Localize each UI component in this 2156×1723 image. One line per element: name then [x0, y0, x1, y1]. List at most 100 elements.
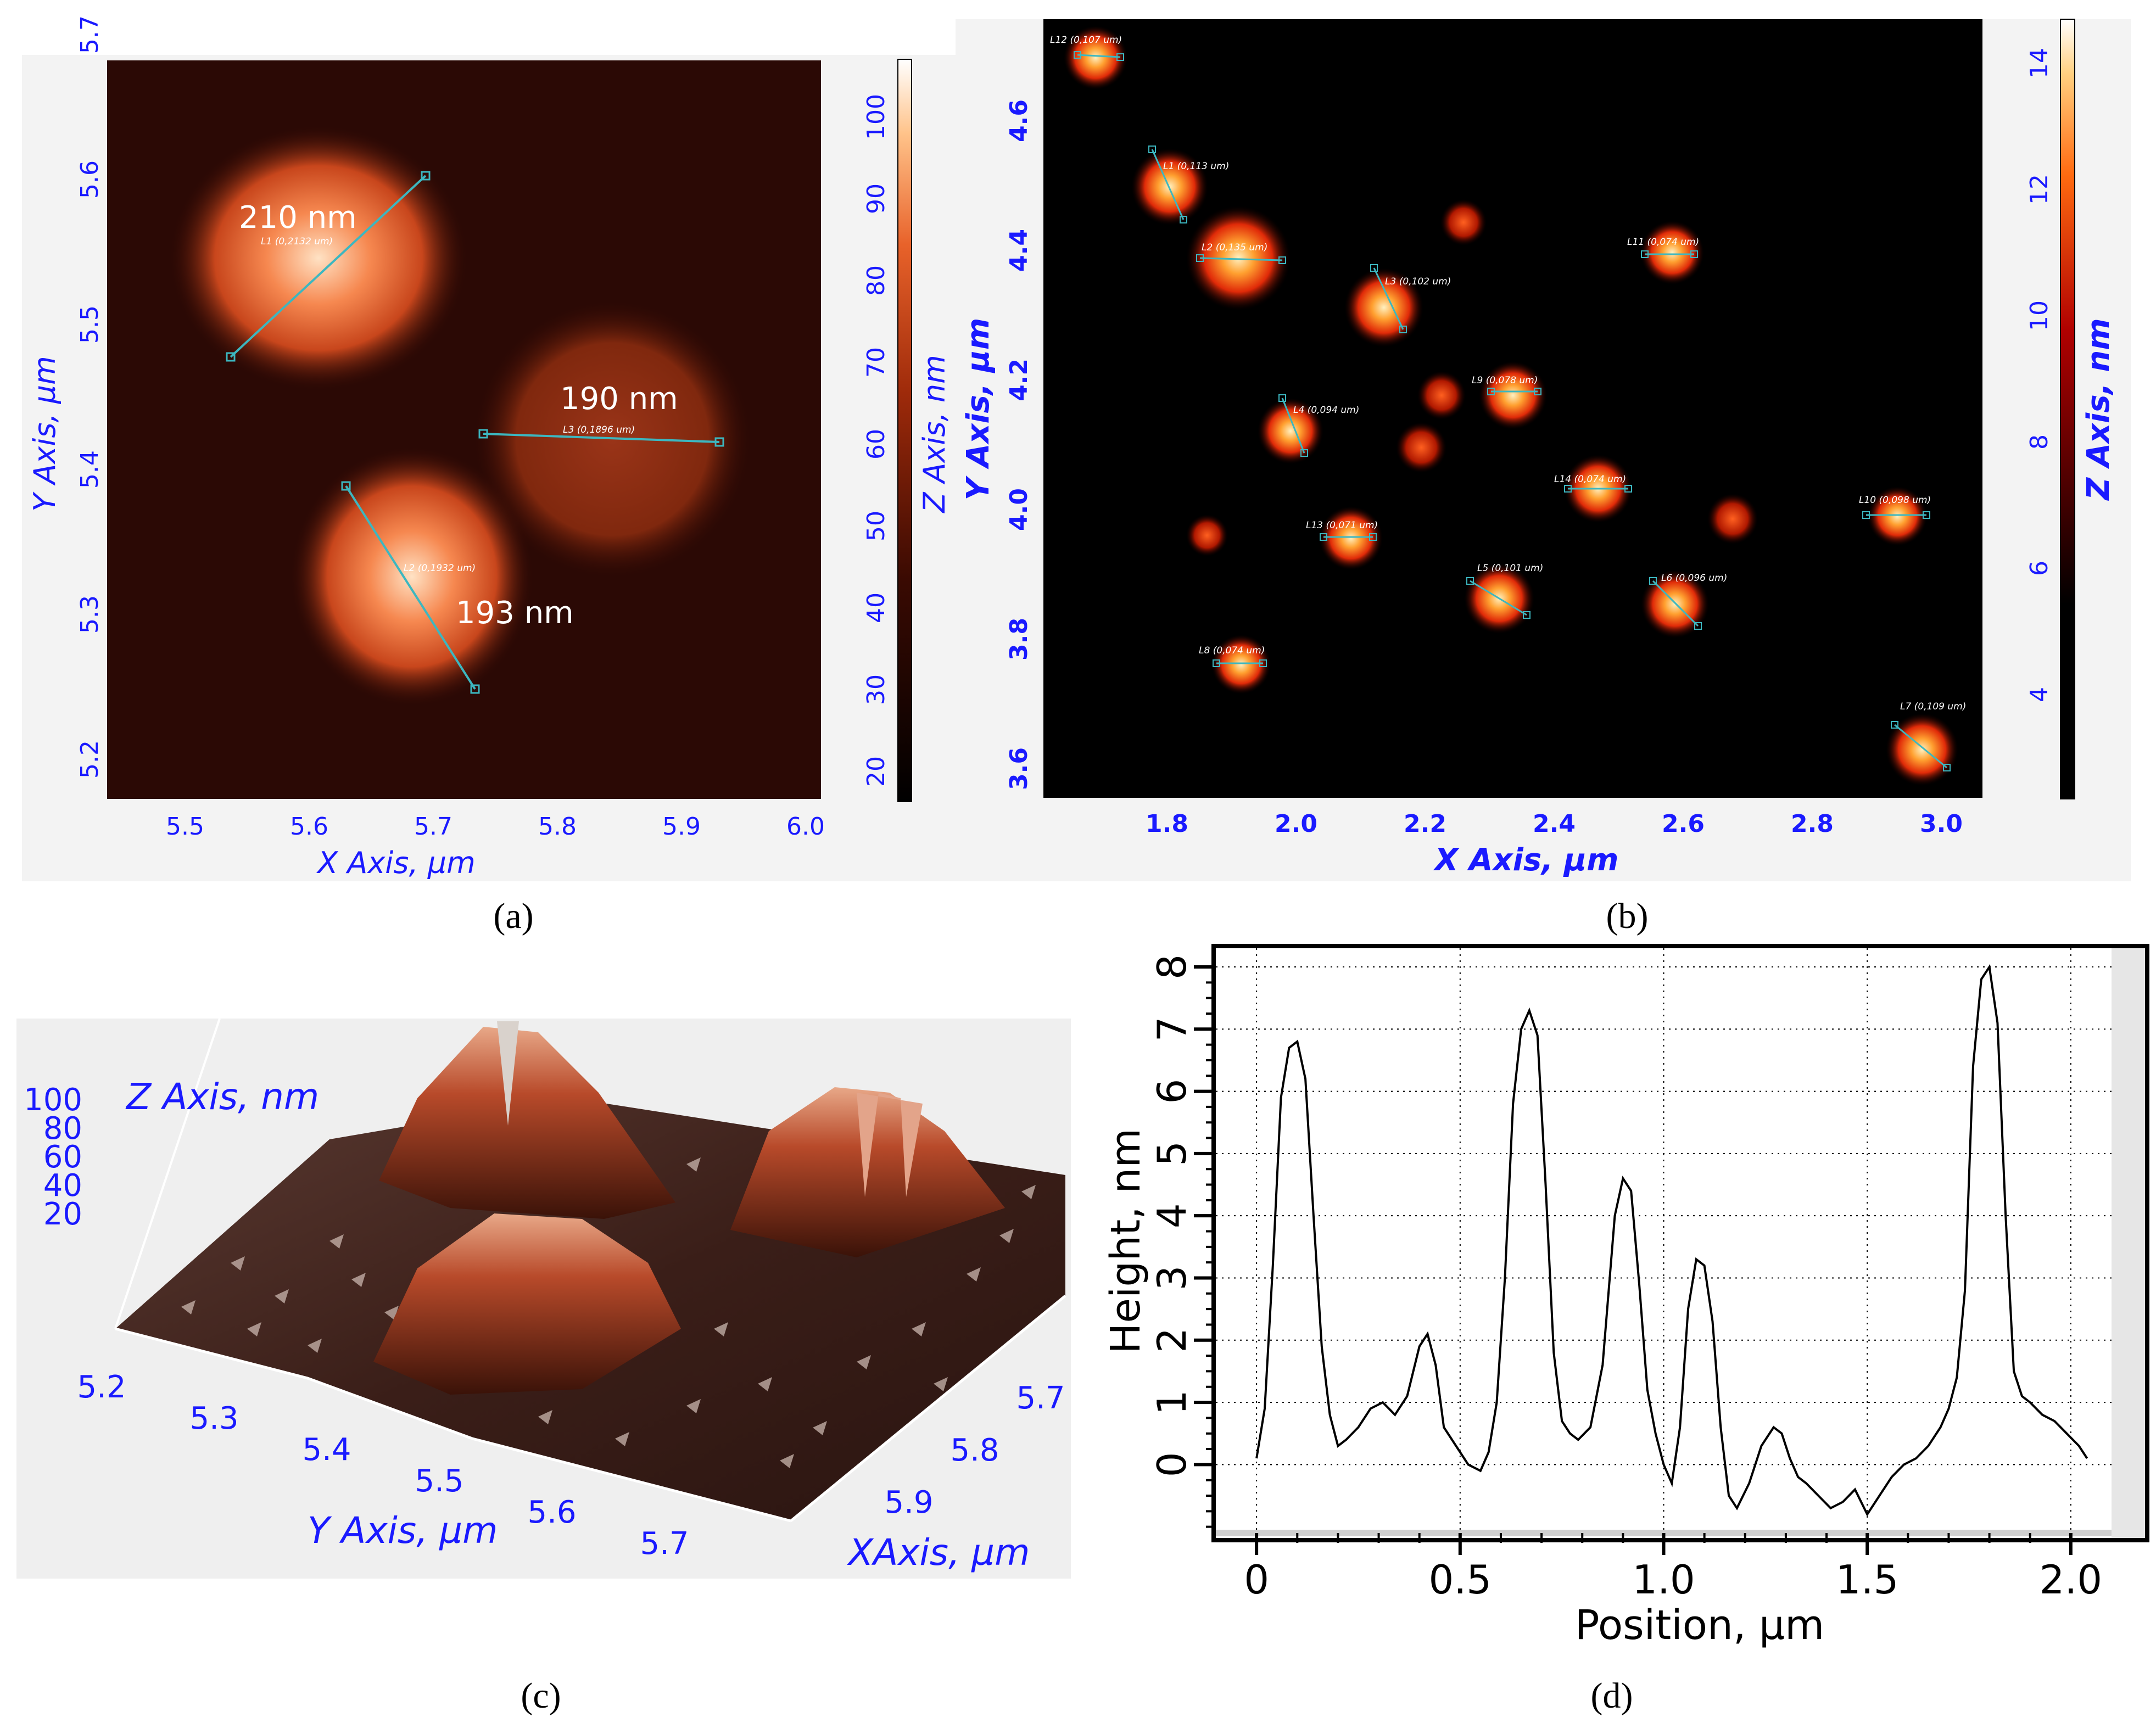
y-tick-label: 3 — [1149, 1266, 1195, 1291]
annotation-l1-tag: L1 (0,2132 um) — [261, 236, 333, 247]
particle-b-7 — [1258, 398, 1323, 464]
particle-b-tag: L1 (0,113 um) — [1163, 161, 1229, 172]
panel-b-x-axis-label: X Axis, µm — [1433, 842, 1619, 878]
panel-a-z-tick-label: 30 — [862, 674, 890, 705]
measure-handle — [1320, 533, 1327, 541]
panel-b-z-tick-label: 14 — [2025, 48, 2053, 79]
measure-handle — [1690, 250, 1698, 258]
measure-line-b-14 — [1894, 724, 1947, 769]
panel-c-y-tick-label: 5.6 — [527, 1495, 576, 1530]
panel-b-y-axis-label: Y Axis, µm — [960, 318, 996, 500]
particle-b-tag: L3 (0,102 um) — [1385, 276, 1451, 287]
panel-a-y-tick-label: 5.3 — [76, 595, 104, 634]
panel-d-y-axis-label: Height, nm — [1102, 1128, 1149, 1354]
measure-handle — [1466, 577, 1474, 585]
panel-a-z-tick-label: 50 — [862, 511, 890, 541]
panel-d-caption: (d) — [1591, 1676, 1633, 1716]
panel-d-plot-frame — [1211, 944, 2149, 1542]
annotation-l2-tag: L2 (0,1932 um) — [404, 563, 476, 574]
measure-handle — [1523, 611, 1531, 619]
particle-b-3 — [1186, 206, 1291, 310]
panel-c-x-axis-edge — [790, 1295, 1066, 1522]
particle-b-tag: L10 (0,098 um) — [1859, 495, 1931, 506]
panel-b-z-tick-label: 6 — [2025, 561, 2053, 576]
particle-b-tag: L11 (0,074 um) — [1627, 237, 1699, 248]
particle-b-13 — [1211, 635, 1271, 694]
annotation-l2-text: 193 nm — [456, 595, 574, 631]
y-tick-label: 1 — [1149, 1390, 1195, 1415]
surface-speckle — [686, 1399, 701, 1413]
panel-b-x-tick-label: 2.0 — [1275, 810, 1317, 838]
panel-b-z-tick-label: 12 — [2025, 174, 2053, 205]
y-tick-label: 7 — [1149, 1016, 1195, 1042]
surface-speckle — [275, 1289, 289, 1304]
surface-speckle — [351, 1273, 366, 1287]
panel-a-y-tick-label: 5.2 — [76, 740, 104, 779]
panel-a-z-tick-label: 40 — [862, 592, 890, 623]
y-tick-label: 8 — [1149, 954, 1195, 980]
panel-a-x-tick-label: 5.6 — [290, 813, 328, 841]
surface-speckle — [615, 1432, 629, 1446]
panel-b-x-tick-label: 3.0 — [1920, 810, 1963, 838]
particle-a-1 — [170, 126, 467, 390]
panel-c-x-tick-label: 5.7 — [1016, 1380, 1065, 1416]
panel-a-z-tick-label: 70 — [862, 347, 890, 378]
y-tick-label: 4 — [1149, 1203, 1195, 1228]
panel-c-z-tick-label: 80 — [43, 1111, 82, 1146]
surface-speckle — [780, 1454, 794, 1468]
annotation-l3-text: 190 nm — [560, 381, 678, 417]
panel-c-z-axis-label: Z Axis, nm — [125, 1076, 319, 1118]
measure-line-b-7 — [1281, 398, 1305, 454]
panel-b-z-tick-label: 8 — [2025, 434, 2053, 450]
x-tick-label: 1.5 — [1836, 1557, 1899, 1603]
panel-c-spike-1 — [497, 1021, 519, 1126]
panel-a-y-tick-label: 5.5 — [76, 305, 104, 344]
panel-b-x-tick-label: 2.8 — [1791, 810, 1834, 838]
panel-a-x-tick-label: 6.0 — [786, 813, 825, 841]
measure-line-b-1 — [1077, 54, 1121, 58]
particle-b-small — [1417, 371, 1466, 419]
panel-b-colorbar — [2060, 19, 2075, 799]
y-tick-label: 6 — [1149, 1079, 1195, 1104]
measure-handle — [1943, 764, 1951, 771]
surface-speckle — [538, 1410, 552, 1424]
panel-a-z-axis-label: Z Axis, nm — [917, 355, 952, 513]
particle-b-small — [1186, 514, 1228, 556]
measure-handle — [1694, 622, 1702, 630]
surface-speckle — [912, 1322, 926, 1336]
measure-handle — [1116, 53, 1124, 61]
measure-handle — [1369, 533, 1377, 541]
panel-a-z-tick-label: 80 — [862, 265, 890, 296]
particle-b-tag: L14 (0,074 um) — [1554, 474, 1626, 485]
panel-c-x-tick-label: 5.9 — [884, 1485, 933, 1520]
surface-speckle — [857, 1355, 871, 1369]
particle-b-tag: L12 (0,107 um) — [1050, 35, 1122, 46]
panel-b-x-tick-label: 2.6 — [1662, 810, 1705, 838]
y-tick-label: 0 — [1149, 1452, 1195, 1477]
panel-c-y-tick-label: 5.4 — [302, 1432, 351, 1468]
x-tick-label: 1.0 — [1632, 1557, 1695, 1603]
surface-speckle — [813, 1421, 827, 1435]
surface-speckle — [967, 1267, 981, 1282]
y-tick-label: 5 — [1149, 1141, 1195, 1166]
panel-c-z-tick-label: 100 — [24, 1082, 82, 1118]
panel-a-x-tick-label: 5.9 — [662, 813, 701, 841]
surface-speckle — [231, 1256, 245, 1271]
panel-c-peak-3 — [373, 1213, 681, 1395]
panel-c-y-tick-label: 5.5 — [415, 1463, 463, 1499]
measure-line-b-2 — [1151, 149, 1185, 220]
particle-a-2 — [291, 447, 533, 706]
panel-c-back-edge — [114, 1018, 221, 1329]
particle-b-14 — [1886, 713, 1958, 786]
measure-handle — [1074, 51, 1081, 59]
surface-speckle — [714, 1322, 728, 1336]
panel-a-z-tick-label: 60 — [862, 429, 890, 460]
measure-handle — [1641, 250, 1649, 258]
panel-b-y-tick-label: 4.0 — [1005, 488, 1033, 531]
surface-speckle — [247, 1322, 261, 1336]
surface-speckle — [934, 1377, 948, 1391]
measure-handle — [1399, 326, 1407, 333]
particle-b-6 — [1479, 361, 1547, 429]
particle-b-tag: L8 (0,074 um) — [1199, 645, 1265, 656]
panel-b-y-tick-label: 3.8 — [1005, 618, 1033, 661]
